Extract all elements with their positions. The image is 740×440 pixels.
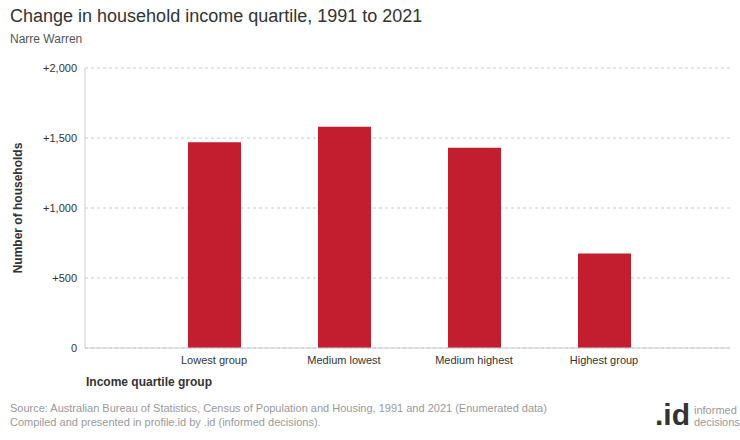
html-text:Source: Australian Bureau of S: Source: Australian Bureau of Statistics,… <box>10 402 547 414</box>
svg-text:+1,000: +1,000 <box>43 202 77 214</box>
svg-text:+1,500: +1,500 <box>43 132 77 144</box>
svg-text:Medium lowest: Medium lowest <box>307 354 380 366</box>
html-text:Narre Warren: Narre Warren <box>10 32 83 46</box>
svg-text:Lowest group: Lowest group <box>181 354 247 366</box>
svg-text:Medium highest: Medium highest <box>435 354 513 366</box>
html-text:.id: .id <box>655 398 690 431</box>
html-text:Number of households: Number of households <box>11 142 25 274</box>
svg-text:+500: +500 <box>52 272 77 284</box>
html-text:Compiled and presented in prof: Compiled and presented in profile.id by … <box>10 416 321 428</box>
svg-text:0: 0 <box>71 342 77 354</box>
svg-text:Highest group: Highest group <box>570 354 639 366</box>
html-text:informed decisions: informed decisions <box>694 404 740 428</box>
html-text:Change in household income qua: Change in household income quartile, 199… <box>10 6 423 26</box>
html-text:Income quartile group: Income quartile group <box>86 375 212 389</box>
svg-text:+2,000: +2,000 <box>43 62 77 74</box>
